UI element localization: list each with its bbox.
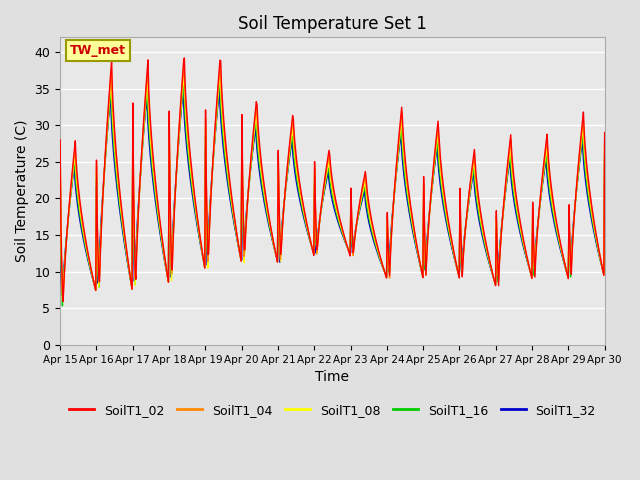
Text: TW_met: TW_met (70, 44, 126, 57)
Legend: SoilT1_02, SoilT1_04, SoilT1_08, SoilT1_16, SoilT1_32: SoilT1_02, SoilT1_04, SoilT1_08, SoilT1_… (64, 399, 601, 422)
Title: Soil Temperature Set 1: Soil Temperature Set 1 (238, 15, 427, 33)
Y-axis label: Soil Temperature (C): Soil Temperature (C) (15, 120, 29, 263)
X-axis label: Time: Time (316, 370, 349, 384)
